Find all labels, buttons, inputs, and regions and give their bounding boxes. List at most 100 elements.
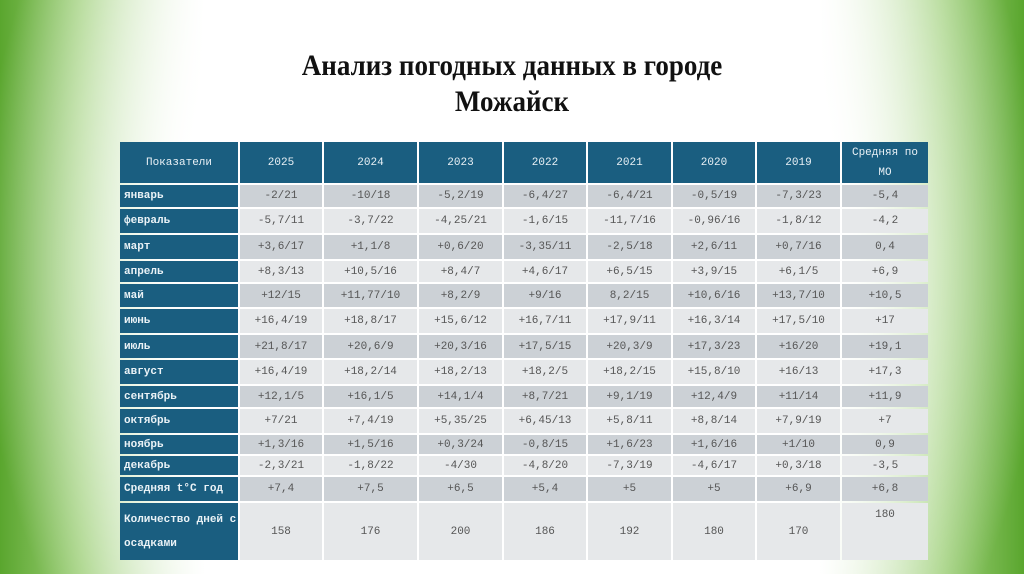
table-cell: +0,3/18 <box>757 456 840 475</box>
header-average-mo: Средняя по МО <box>842 142 928 183</box>
table-cell: -4,8/20 <box>504 456 586 475</box>
table-cell: +1,6/16 <box>673 435 755 454</box>
header-2025: 2025 <box>240 142 322 183</box>
table-cell: -10/18 <box>324 185 417 207</box>
table-cell: +7,4 <box>240 477 322 501</box>
table-cell: +17,5/10 <box>757 309 840 333</box>
table-cell: -3,5 <box>842 456 928 475</box>
table-cell: +1,6/23 <box>588 435 671 454</box>
table-cell: +10,6/16 <box>673 284 755 307</box>
table-cell: +18,2/15 <box>588 360 671 384</box>
table-cell: 0,4 <box>842 235 928 259</box>
table-cell: 192 <box>588 503 671 560</box>
row-label: январь <box>120 185 238 207</box>
row-label: август <box>120 360 238 384</box>
table-cell: +12/15 <box>240 284 322 307</box>
table-cell: -6,4/21 <box>588 185 671 207</box>
table-cell: 158 <box>240 503 322 560</box>
table-row: март +3,6/17 +1,1/8 +0,6/20 -3,35/11 -2,5/18 +… <box>120 235 928 259</box>
table-cell: +16,3/14 <box>673 309 755 333</box>
table-row: Количество дней с осадками 158 176 200 186 19… <box>120 503 928 560</box>
table-cell: +16,7/11 <box>504 309 586 333</box>
table-row: май +12/15 +11,77/10 +8,2/9 +9/16 8,2/15 +10,6… <box>120 284 928 307</box>
table-cell: +18,2/14 <box>324 360 417 384</box>
table-cell: +1,5/16 <box>324 435 417 454</box>
table-cell: +20,3/9 <box>588 335 671 358</box>
table-cell: +16,4/19 <box>240 309 322 333</box>
table-cell: +21,8/17 <box>240 335 322 358</box>
header-average-line-1: Средняя по <box>851 146 918 159</box>
table-cell: +9,1/19 <box>588 386 671 407</box>
table-cell: -0,8/15 <box>504 435 586 454</box>
table-cell: +5 <box>673 477 755 501</box>
table-cell: +14,1/4 <box>419 386 502 407</box>
table-cell: -11,7/16 <box>588 209 671 233</box>
table-cell: +0,7/16 <box>757 235 840 259</box>
table-cell: +13,7/10 <box>757 284 840 307</box>
table-cell: -1,6/15 <box>504 209 586 233</box>
row-label: сентябрь <box>120 386 238 407</box>
table-cell: +20,3/16 <box>419 335 502 358</box>
table-cell: +6,5/15 <box>588 261 671 282</box>
table-cell: +5,8/11 <box>588 409 671 433</box>
table-row: сентябрь +12,1/5 +16,1/5 +14,1/4 +8,7/21 +9,1… <box>120 386 928 407</box>
row-label: апрель <box>120 261 238 282</box>
title-line-1: Анализ погодных данных в городе <box>301 49 723 82</box>
table-cell: -1,8/12 <box>757 209 840 233</box>
table-cell: 200 <box>419 503 502 560</box>
table-row: июнь +16,4/19 +18,8/17 +15,6/12 +16,7/11 +17,… <box>120 309 928 333</box>
table-cell: +12,4/9 <box>673 386 755 407</box>
table-cell: -3,7/22 <box>324 209 417 233</box>
row-label: февраль <box>120 209 238 233</box>
table-cell: +3,9/15 <box>673 261 755 282</box>
table-row: июль +21,8/17 +20,6/9 +20,3/16 +17,5/15 +20,3… <box>120 335 928 358</box>
table-cell: +8,8/14 <box>673 409 755 433</box>
header-indicators: Показатели <box>120 142 238 183</box>
table-cell: 176 <box>324 503 417 560</box>
table-cell: +18,8/17 <box>324 309 417 333</box>
table-cell: +12,1/5 <box>240 386 322 407</box>
table-cell: +15,6/12 <box>419 309 502 333</box>
table-cell: +7,4/19 <box>324 409 417 433</box>
row-label: июнь <box>120 309 238 333</box>
table-cell: +7 <box>842 409 928 433</box>
table-cell: +17,3/23 <box>673 335 755 358</box>
row-label: июль <box>120 335 238 358</box>
table-cell: +6,5 <box>419 477 502 501</box>
table-cell: +6,8 <box>842 477 928 501</box>
table-cell: -0,96/16 <box>673 209 755 233</box>
table-cell: +2,6/11 <box>673 235 755 259</box>
table-cell: 180 <box>673 503 755 560</box>
weather-table: Показатели 2025 2024 2023 2022 2021 2020… <box>118 140 930 562</box>
slide-title: Анализ погодных данных в городе Можайск <box>51 48 973 120</box>
table-cell: +6,45/13 <box>504 409 586 433</box>
table-cell: +17,9/11 <box>588 309 671 333</box>
table-cell: -5,2/19 <box>419 185 502 207</box>
table-cell: +1,3/16 <box>240 435 322 454</box>
row-label: ноябрь <box>120 435 238 454</box>
table-row: январь -2/21 -10/18 -5,2/19 -6,4/27 -6,4/21 -0… <box>120 185 928 207</box>
table-row: август +16,4/19 +18,2/14 +18,2/13 +18,2/5 +18… <box>120 360 928 384</box>
header-2021: 2021 <box>588 142 671 183</box>
table-cell: +17,5/15 <box>504 335 586 358</box>
table-cell: +6,1/5 <box>757 261 840 282</box>
table-cell: -3,35/11 <box>504 235 586 259</box>
table-cell: +9/16 <box>504 284 586 307</box>
table-cell: 186 <box>504 503 586 560</box>
table-cell: -4,25/21 <box>419 209 502 233</box>
header-average-line-2: МО <box>878 166 892 179</box>
row-label: май <box>120 284 238 307</box>
table-cell: -4,2 <box>842 209 928 233</box>
row-label: Количество дней с осадками <box>120 503 238 560</box>
header-2019: 2019 <box>757 142 840 183</box>
table-cell: -7,3/19 <box>588 456 671 475</box>
table-cell: -7,3/23 <box>757 185 840 207</box>
table-cell: +8,7/21 <box>504 386 586 407</box>
table-cell: +10,5 <box>842 284 928 307</box>
table-row: декабрь -2,3/21 -1,8/22 -4/30 -4,8/20 -7,3/19… <box>120 456 928 475</box>
table-cell: +1,1/8 <box>324 235 417 259</box>
table-cell: +17 <box>842 309 928 333</box>
row-label: Средняя t°C год <box>120 477 238 501</box>
table-cell: +7,5 <box>324 477 417 501</box>
row-label: декабрь <box>120 456 238 475</box>
